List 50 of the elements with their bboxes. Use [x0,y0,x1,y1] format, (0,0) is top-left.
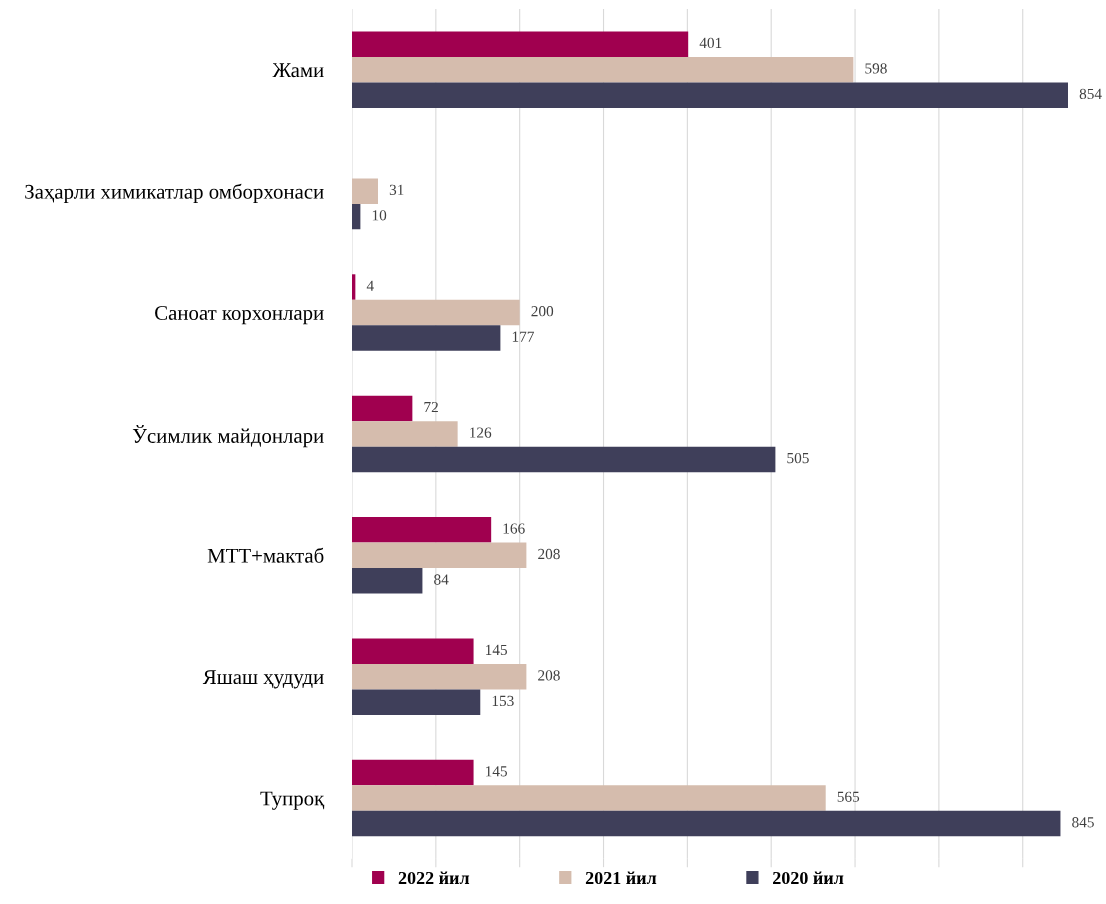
data-label: 208 [538,670,560,681]
data-label: 854 [1079,88,1102,100]
data-label: 84 [434,574,449,585]
data-label: 166 [503,523,525,534]
bar [352,542,527,569]
data-label: 145 [486,644,507,656]
data-label: 505 [787,452,809,464]
bar [352,178,378,204]
legend-label: 2020 йил [773,871,844,885]
y-tick-label: Тупроқ [260,791,325,810]
legend-label: 2021 йил [585,871,657,885]
data-label: 208 [538,548,560,560]
data-label: 10 [372,210,387,221]
bar [352,638,474,664]
data-label: 31 [389,184,404,195]
bar [352,203,361,230]
data-label: 598 [865,63,887,74]
y-tick-label: Саноат корхонлари [155,305,324,325]
bar [352,785,826,811]
bar [352,517,492,543]
bar [352,31,689,57]
data-label: 126 [470,427,492,438]
data-label: 153 [492,695,514,707]
data-label: 72 [424,401,438,413]
y-tick-label: МТТ+мактаб [207,547,324,563]
bar [352,421,458,447]
legend-label: 2022 йил [398,871,470,885]
bar [352,759,474,786]
data-label: 845 [1072,817,1094,828]
y-tick-label: Яшаш ҳудуди [202,670,324,689]
bar [352,663,527,690]
data-label: 145 [486,766,507,777]
bar [352,82,1068,108]
bar [352,325,501,351]
data-label: 200 [531,306,554,317]
bar [352,395,413,422]
y-tick-label: Жами [272,63,324,78]
data-label: 401 [699,37,722,49]
y-tick-label: Заҳарли химикатлар омборхонаси [25,183,324,204]
bar [352,56,854,83]
data-label: 565 [837,791,860,802]
data-label: 4 [366,280,374,291]
bar [352,568,423,594]
bar [352,299,520,326]
bar [352,689,481,715]
bar [352,810,1061,837]
bar [352,274,356,300]
data-label: 177 [512,331,534,342]
y-tick-label: Ўсимлик майдонлари [132,425,324,448]
bar [352,446,776,473]
